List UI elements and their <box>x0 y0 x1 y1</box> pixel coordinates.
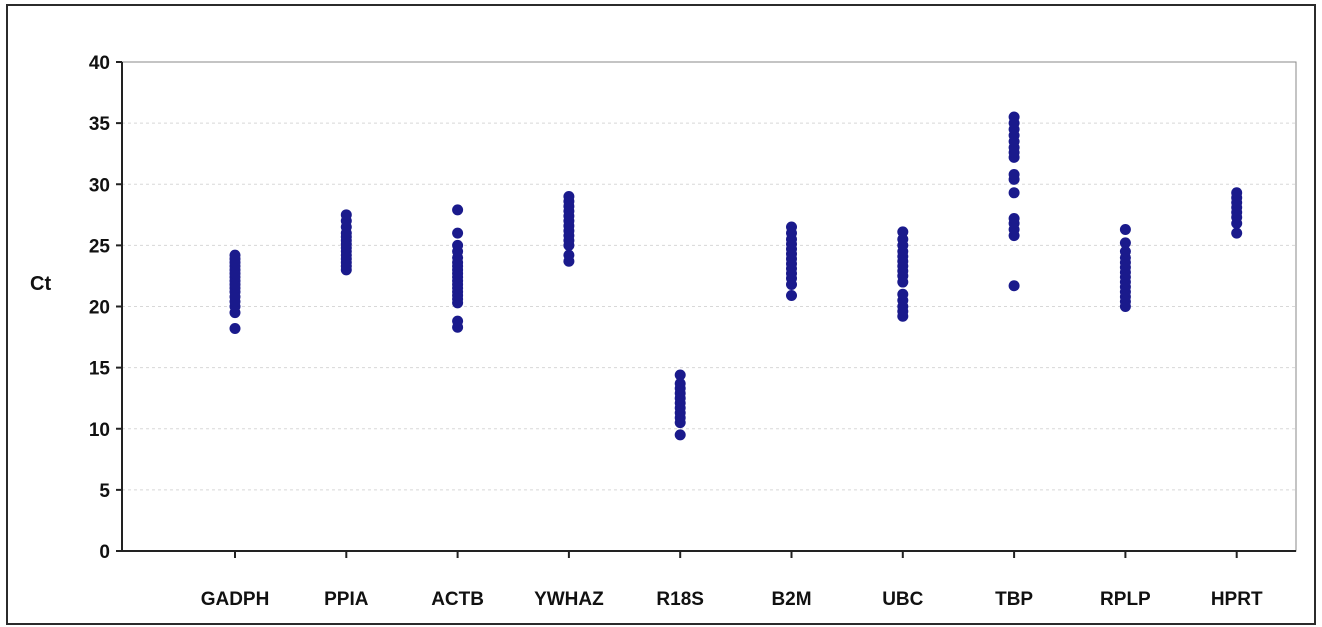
data-point-b2m <box>786 221 797 233</box>
data-point-actb <box>452 204 464 216</box>
chart-frame <box>6 4 1316 625</box>
data-point-gadph <box>229 323 241 335</box>
x-category-label-ubc: UBC <box>882 589 923 610</box>
x-axis-ticks: GADPH PPIA ACTB YWHAZ R18S B2M UBC TBP RPLP HPRT <box>201 551 1263 610</box>
data-point-r18s <box>674 369 686 381</box>
x-category-label-ywhaz: YWHAZ <box>534 589 604 610</box>
y-tick-label: 20 <box>89 298 110 319</box>
data-point-r18s <box>674 378 686 390</box>
gridlines <box>122 122 1296 491</box>
y-tick-label: 30 <box>89 175 110 196</box>
y-tick-label: 15 <box>89 359 111 380</box>
y-axis-ticks: 0 5 10 15 20 25 30 35 40 <box>89 53 122 563</box>
x-category-label-actb: ACTB <box>431 589 484 610</box>
data-point-gadph <box>229 249 241 261</box>
x-category-label-ppia: PPIA <box>324 589 369 610</box>
y-tick-label: 10 <box>89 420 110 441</box>
data-point-tbp <box>1008 280 1020 292</box>
x-category-label-rplp: RPLP <box>1100 589 1151 610</box>
data-point-hprt <box>1231 227 1243 239</box>
y-tick-label: 35 <box>89 114 111 135</box>
data-point-rplp <box>1119 223 1131 235</box>
y-tick-label: 0 <box>99 542 110 563</box>
data-point-ppia <box>340 209 352 221</box>
x-category-label-hprt: HPRT <box>1211 589 1263 610</box>
data-point-actb <box>452 239 464 251</box>
y-tick-label: 5 <box>99 481 110 502</box>
data-point-tbp <box>1008 168 1020 180</box>
data-point-tbp <box>1008 212 1020 224</box>
data-point-ywhaz <box>563 249 575 261</box>
data-point-ubc <box>897 288 909 300</box>
data-point-r18s <box>674 429 686 441</box>
data-points <box>229 111 1243 441</box>
data-point-hprt <box>1231 187 1243 199</box>
y-axis-title: Ct <box>30 273 51 295</box>
y-tick-label: 25 <box>89 236 111 257</box>
data-point-ubc <box>897 226 909 238</box>
data-point-tbp <box>1008 111 1020 123</box>
data-point-rplp <box>1119 245 1131 257</box>
x-category-label-r18s: R18S <box>656 589 704 610</box>
data-point-actb <box>452 227 464 239</box>
data-point-actb <box>452 315 464 327</box>
x-category-label-gadph: GADPH <box>201 589 270 610</box>
data-point-rplp <box>1119 237 1131 249</box>
data-point-b2m <box>786 289 797 301</box>
x-category-label-b2m: B2M <box>771 589 811 610</box>
y-tick-label: 40 <box>89 53 110 74</box>
x-category-label-tbp: TBP <box>995 589 1033 610</box>
data-point-ywhaz <box>563 190 575 202</box>
data-point-tbp <box>1008 187 1020 199</box>
